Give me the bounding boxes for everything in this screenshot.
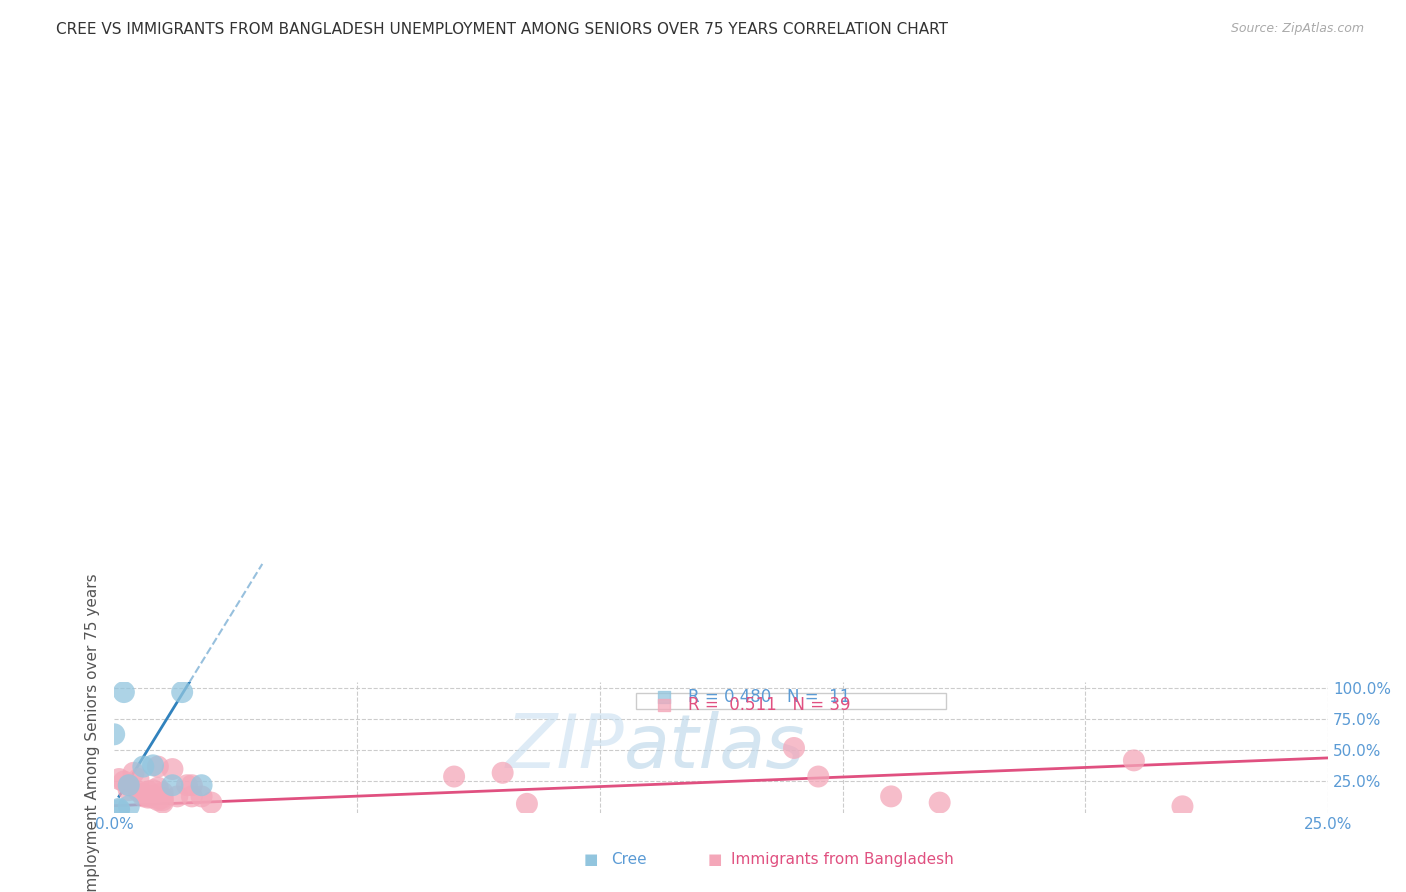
Point bbox=[127, 784, 149, 798]
Point bbox=[152, 786, 174, 800]
Point bbox=[152, 790, 174, 805]
Point bbox=[180, 778, 202, 792]
Point bbox=[136, 790, 159, 805]
Point bbox=[1171, 799, 1194, 814]
Text: Cree: Cree bbox=[612, 852, 647, 867]
Text: R = 0.480   N =  11: R = 0.480 N = 11 bbox=[689, 689, 851, 706]
Text: Source: ZipAtlas.com: Source: ZipAtlas.com bbox=[1230, 22, 1364, 36]
Point bbox=[136, 784, 159, 798]
Point bbox=[103, 727, 125, 741]
Point bbox=[492, 765, 515, 780]
Point bbox=[108, 803, 131, 817]
Point bbox=[166, 789, 188, 804]
Point bbox=[146, 793, 169, 807]
Point bbox=[136, 789, 159, 804]
Point bbox=[108, 802, 131, 816]
Point bbox=[142, 789, 165, 804]
Point bbox=[190, 778, 212, 792]
Point bbox=[118, 783, 141, 797]
Point bbox=[190, 789, 212, 804]
Point bbox=[118, 799, 141, 814]
Point bbox=[142, 758, 165, 772]
Point bbox=[112, 685, 135, 699]
Point bbox=[122, 765, 145, 780]
Point bbox=[132, 759, 155, 773]
Point bbox=[142, 783, 165, 797]
Point bbox=[180, 789, 202, 804]
Point bbox=[1122, 753, 1144, 767]
Point bbox=[880, 789, 903, 804]
Point bbox=[783, 741, 806, 756]
Y-axis label: Unemployment Among Seniors over 75 years: Unemployment Among Seniors over 75 years bbox=[86, 573, 100, 892]
Text: ■: ■ bbox=[707, 852, 721, 867]
Point bbox=[172, 685, 194, 699]
Text: Immigrants from Bangladesh: Immigrants from Bangladesh bbox=[731, 852, 953, 867]
Point bbox=[176, 778, 198, 792]
Point bbox=[162, 778, 184, 792]
Point bbox=[118, 778, 141, 792]
Point bbox=[132, 789, 155, 804]
Text: atlas: atlas bbox=[624, 711, 806, 783]
Text: ZIP: ZIP bbox=[505, 711, 624, 783]
FancyBboxPatch shape bbox=[636, 692, 946, 709]
Point bbox=[162, 762, 184, 776]
Point bbox=[127, 772, 149, 786]
Point bbox=[152, 793, 174, 807]
Point bbox=[132, 787, 155, 801]
Point bbox=[200, 796, 222, 810]
Point bbox=[146, 780, 169, 795]
Text: R =  0.511   N = 39: R = 0.511 N = 39 bbox=[689, 696, 851, 714]
Point bbox=[142, 790, 165, 805]
Point bbox=[516, 797, 538, 811]
Point bbox=[108, 772, 131, 786]
Text: ■: ■ bbox=[583, 852, 598, 867]
Point bbox=[118, 778, 141, 792]
Point bbox=[146, 759, 169, 773]
Point bbox=[928, 796, 950, 810]
Point bbox=[807, 770, 830, 784]
Point bbox=[152, 796, 174, 810]
Point bbox=[146, 790, 169, 805]
Point bbox=[443, 770, 465, 784]
Text: CREE VS IMMIGRANTS FROM BANGLADESH UNEMPLOYMENT AMONG SENIORS OVER 75 YEARS CORR: CREE VS IMMIGRANTS FROM BANGLADESH UNEMP… bbox=[56, 22, 948, 37]
Point bbox=[112, 774, 135, 789]
